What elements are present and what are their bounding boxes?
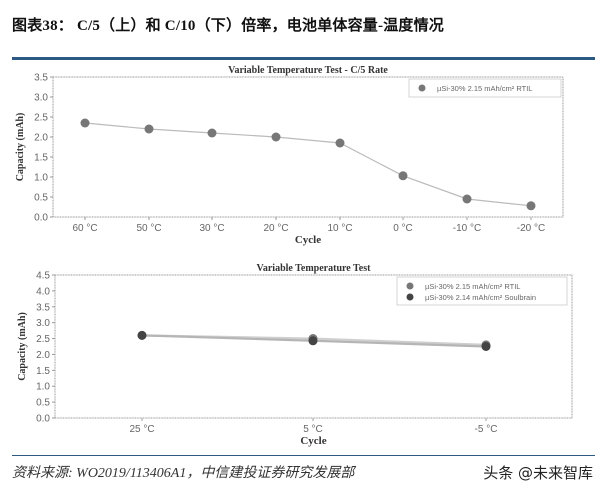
- data-point: [137, 330, 147, 340]
- y-tick-label: 2.0: [36, 350, 50, 361]
- x-tick-label: 0 °C: [393, 223, 413, 234]
- plot-frame: [52, 76, 564, 218]
- chart-title: Variable Temperature Test - C/5 Rate: [228, 65, 388, 76]
- y-tick-label: 1.5: [36, 366, 50, 377]
- x-tick-label: -5 °C: [475, 424, 498, 435]
- y-tick-label: 2.0: [34, 133, 48, 144]
- y-tick-label: 3.0: [34, 93, 48, 104]
- legend-box: [408, 78, 562, 98]
- legend-label: µSi-30% 2.15 mAh/cm² RTIL: [425, 282, 520, 291]
- y-tick-label: 0.5: [34, 193, 48, 204]
- x-tick-label: 25 °C: [129, 424, 154, 435]
- y-tick-label: 0.0: [34, 213, 48, 224]
- chart-c10-rate: Variable Temperature Test 0.0 0.5 1.0 1.5 2.0…: [17, 263, 573, 447]
- x-tick-label: 20 °C: [263, 223, 288, 234]
- x-tick-label: 30 °C: [199, 223, 224, 234]
- series-line: [84, 122, 532, 207]
- y-tick-label: 4.0: [36, 286, 50, 297]
- bottom-divider: [12, 455, 595, 456]
- watermark: 头条 @未来智库: [483, 464, 593, 482]
- legend-box: [396, 276, 568, 306]
- y-tick-label: 0.0: [36, 414, 50, 425]
- data-point: [398, 171, 408, 181]
- y-tick-label: 1.0: [34, 173, 48, 184]
- x-tick-label: 60 °C: [72, 223, 97, 234]
- data-point: [207, 128, 217, 138]
- y-tick-label: 2.5: [34, 113, 48, 124]
- y-axis-label: Capacity (mAh): [15, 113, 26, 182]
- source-note: 资料来源: WO2019/113406A1，中信建投证券研究发展部: [12, 466, 355, 481]
- x-tick-label: -20 °C: [517, 223, 545, 234]
- top-divider: [12, 57, 595, 60]
- chart-c5-rate: Variable Temperature Test - C/5 Rate 0.0 0…: [15, 65, 564, 246]
- y-tick-label: 3.5: [34, 73, 48, 84]
- legend-marker-icon: [418, 84, 426, 92]
- x-tick-label: 5 °C: [303, 424, 323, 435]
- data-point: [462, 194, 472, 204]
- y-tick-label: 1.0: [36, 382, 50, 393]
- x-tick-label: 10 °C: [327, 223, 352, 234]
- y-tick-label: 3.0: [36, 318, 50, 329]
- legend-label: µSi-30% 2.15 mAh/cm² RTIL: [437, 84, 532, 93]
- y-tick-label: 4.5: [36, 271, 50, 282]
- legend-marker-icon: [406, 282, 414, 290]
- y-tick-label: 2.5: [36, 334, 50, 345]
- data-point: [335, 138, 345, 148]
- chart-title: Variable Temperature Test: [257, 263, 372, 274]
- x-axis-label: Cycle: [295, 234, 321, 246]
- y-axis-label: Capacity (mAh): [17, 312, 28, 381]
- figure-title: 图表38： C/5（上）和 C/10（下）倍率，电池单体容量-温度情况: [12, 18, 444, 34]
- data-point: [80, 118, 90, 128]
- x-axis-label: Cycle: [300, 435, 326, 447]
- y-tick-label: 1.5: [34, 153, 48, 164]
- data-point: [271, 132, 281, 142]
- data-point: [144, 124, 154, 134]
- y-tick-label: 3.5: [36, 302, 50, 313]
- y-tick-label: 0.5: [36, 398, 50, 409]
- legend-marker-icon: [406, 293, 414, 301]
- data-point: [526, 201, 536, 211]
- x-tick-label: -10 °C: [453, 223, 481, 234]
- data-point: [481, 342, 491, 351]
- legend-label: µSi-30% 2.14 mAh/cm² Soulbrain: [425, 293, 536, 302]
- x-tick-label: 50 °C: [136, 223, 161, 234]
- data-point: [308, 336, 318, 346]
